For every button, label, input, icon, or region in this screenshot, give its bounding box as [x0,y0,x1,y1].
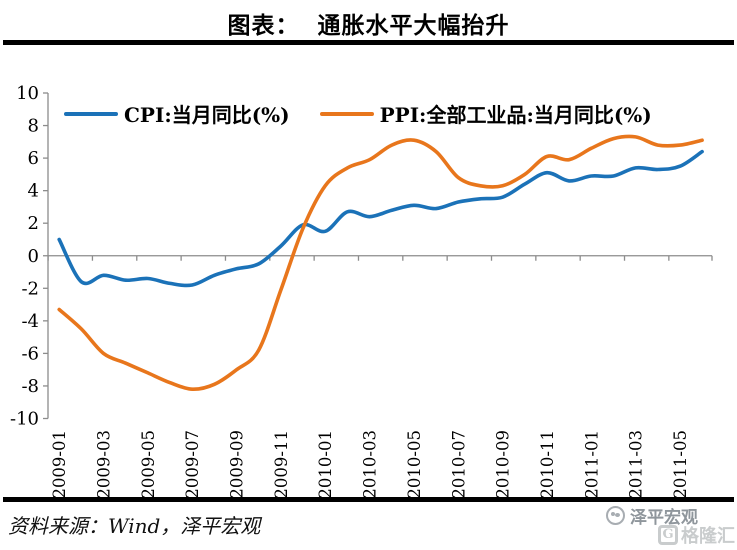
source-note: 资料来源：Wind，泽平宏观 [8,514,261,538]
x-axis-tick-label: 2010-09 [494,430,513,499]
y-axis-tick-label: -4 [21,311,39,332]
top-divider [3,40,734,45]
legend-item-ppi: PPI:全部工业品:当月同比(%) [319,99,652,128]
cpi-line-swatch [64,111,118,116]
legend-label-ppi: PPI:全部工业品:当月同比(%) [379,103,652,127]
y-axis-tick-label: -2 [21,278,39,299]
chart-legend: CPI:当月同比(%) PPI:全部工业品:当月同比(%) [64,99,652,128]
y-axis-tick-label: 8 [28,116,39,137]
legend-label-cpi: CPI:当月同比(%) [124,103,290,127]
x-axis-tick-label: 2009-07 [183,430,202,499]
x-axis-tick-label: 2011-03 [627,430,646,499]
y-axis-tick-label: 6 [28,148,39,169]
x-axis-tick-label: 2010-05 [405,430,424,499]
ppi-series-line [57,134,704,392]
x-axis-tick-label: 2009-09 [228,430,247,499]
x-axis-tick-label: 2009-05 [139,430,158,499]
page-title: 图表： 通胀水平大幅抬升 [227,12,510,39]
x-axis-tick-label: 2010-03 [361,430,380,499]
x-axis-tick-label: 2011-01 [582,430,601,499]
cpi-series-line [57,149,704,288]
x-axis-tick-label: 2009-03 [95,430,114,499]
platform-logo-icon: G [658,525,678,545]
legend-item-cpi: CPI:当月同比(%) [64,99,290,128]
bottom-divider [3,497,734,502]
y-axis-tick-label: 4 [28,181,39,202]
x-axis-tick-label: 2011-05 [671,430,690,499]
y-axis-tick-label: -10 [10,409,39,430]
platform-watermark: G 格隆汇 [658,522,735,548]
brand-watermark-text: 泽平宏观 [630,508,698,528]
x-axis-tick-label: 2010-11 [538,430,557,499]
brand-logo-icon [606,506,625,525]
y-axis-tick-label: -6 [21,343,39,364]
y-axis-tick-label: 0 [28,246,39,267]
y-axis-tick-label: 10 [16,83,39,104]
x-axis-tick-label: 2010-07 [449,430,468,499]
x-axis-tick-label: 2009-11 [272,430,291,499]
y-axis-tick-label: -8 [21,376,39,397]
y-axis-tick-label: 2 [28,213,39,234]
brand-watermark: 泽平宏观 [606,503,698,528]
platform-watermark-text: 格隆汇 [681,526,735,547]
ppi-line-swatch [319,111,374,116]
x-axis-tick-label: 2010-01 [316,430,335,499]
x-axis-tick-label: 2009-01 [50,430,69,499]
